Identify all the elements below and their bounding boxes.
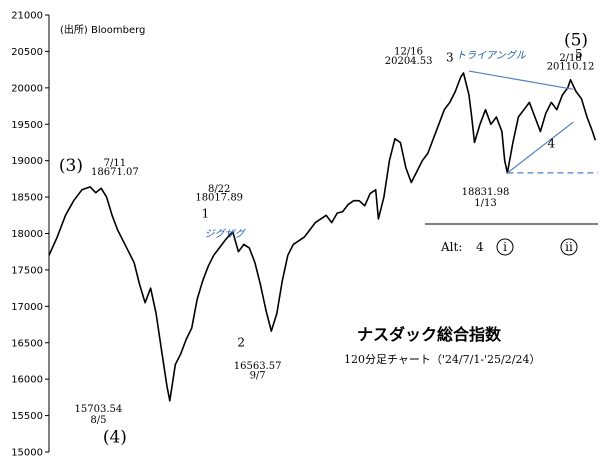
chart-title: ナスダック総合指数 <box>357 325 502 344</box>
wave-label: 2 <box>237 335 245 349</box>
price-annotation: 15703.54 <box>75 404 123 415</box>
y-tick-label: 17500 <box>11 265 43 276</box>
wave-label: 1 <box>202 206 210 220</box>
y-tick-label: 19500 <box>11 120 43 131</box>
wave-label: (4) <box>103 428 127 448</box>
pattern-label: トライアングル <box>456 50 527 62</box>
chart-subtitle: 120分足チャート（'24/7/1-'25/2/24） <box>344 353 540 366</box>
wave-label: (3) <box>59 156 83 176</box>
wave-label: (5) <box>564 31 588 51</box>
y-tick-label: 15500 <box>11 411 43 422</box>
price-line <box>48 72 597 402</box>
price-annotation: 20110.12 <box>547 62 595 73</box>
wave-label: 5 <box>575 47 583 61</box>
price-series <box>48 72 597 402</box>
wave-label: 3 <box>446 51 454 65</box>
triangle-line <box>507 121 574 174</box>
wave-label: 4 <box>548 137 556 151</box>
alt-wave: 4 <box>476 240 484 254</box>
y-tick-label: 16500 <box>11 338 43 349</box>
y-tick-label: 15000 <box>11 448 43 459</box>
alt-label: Alt: <box>440 240 462 254</box>
price-annotation: 18831.98 <box>462 187 510 198</box>
y-axis: 15000 15500 16000 16500 17000 17500 18000 18500… <box>11 11 50 459</box>
y-tick-label: 18000 <box>11 229 43 240</box>
price-annotation: 1/13 <box>474 198 496 209</box>
y-tick-label: 19000 <box>11 156 43 167</box>
wave-labels: (3) (4) (5) 1 2 3 4 5 <box>59 31 588 448</box>
pattern-label: ジグザグ <box>205 228 247 240</box>
price-annotation: 8/22 <box>208 184 230 195</box>
price-annotation: 8/5 <box>90 415 106 426</box>
alt-circle-i <box>496 238 514 256</box>
y-tick-label: 20500 <box>11 47 43 58</box>
alt-legend: Alt: 4 i ii <box>425 223 598 256</box>
price-annotation: 20204.53 <box>385 56 433 67</box>
alt-circle-ii <box>560 238 578 256</box>
alt-subwave-i: i <box>503 240 507 254</box>
price-annotation: 18671.07 <box>91 167 139 178</box>
y-tick-label: 20000 <box>11 83 43 94</box>
source-label: (出所) Bloomberg <box>60 23 145 36</box>
price-annotation: 16563.57 <box>234 361 282 372</box>
y-tick-label: 17000 <box>11 302 43 313</box>
price-annotation: 12/16 <box>394 46 423 57</box>
price-annotation: 7/11 <box>104 158 126 169</box>
price-annotation: 2/18 <box>559 53 581 64</box>
y-tick-label: 16000 <box>11 375 43 386</box>
y-tick-label: 21000 <box>11 11 43 22</box>
alt-subwave-ii: ii <box>565 240 573 254</box>
price-annotation: 18017.89 <box>195 193 243 204</box>
triangle-line <box>468 70 574 90</box>
price-annotation: 9/7 <box>250 370 266 381</box>
y-tick-label: 18500 <box>11 193 43 204</box>
trendlines <box>468 70 598 174</box>
